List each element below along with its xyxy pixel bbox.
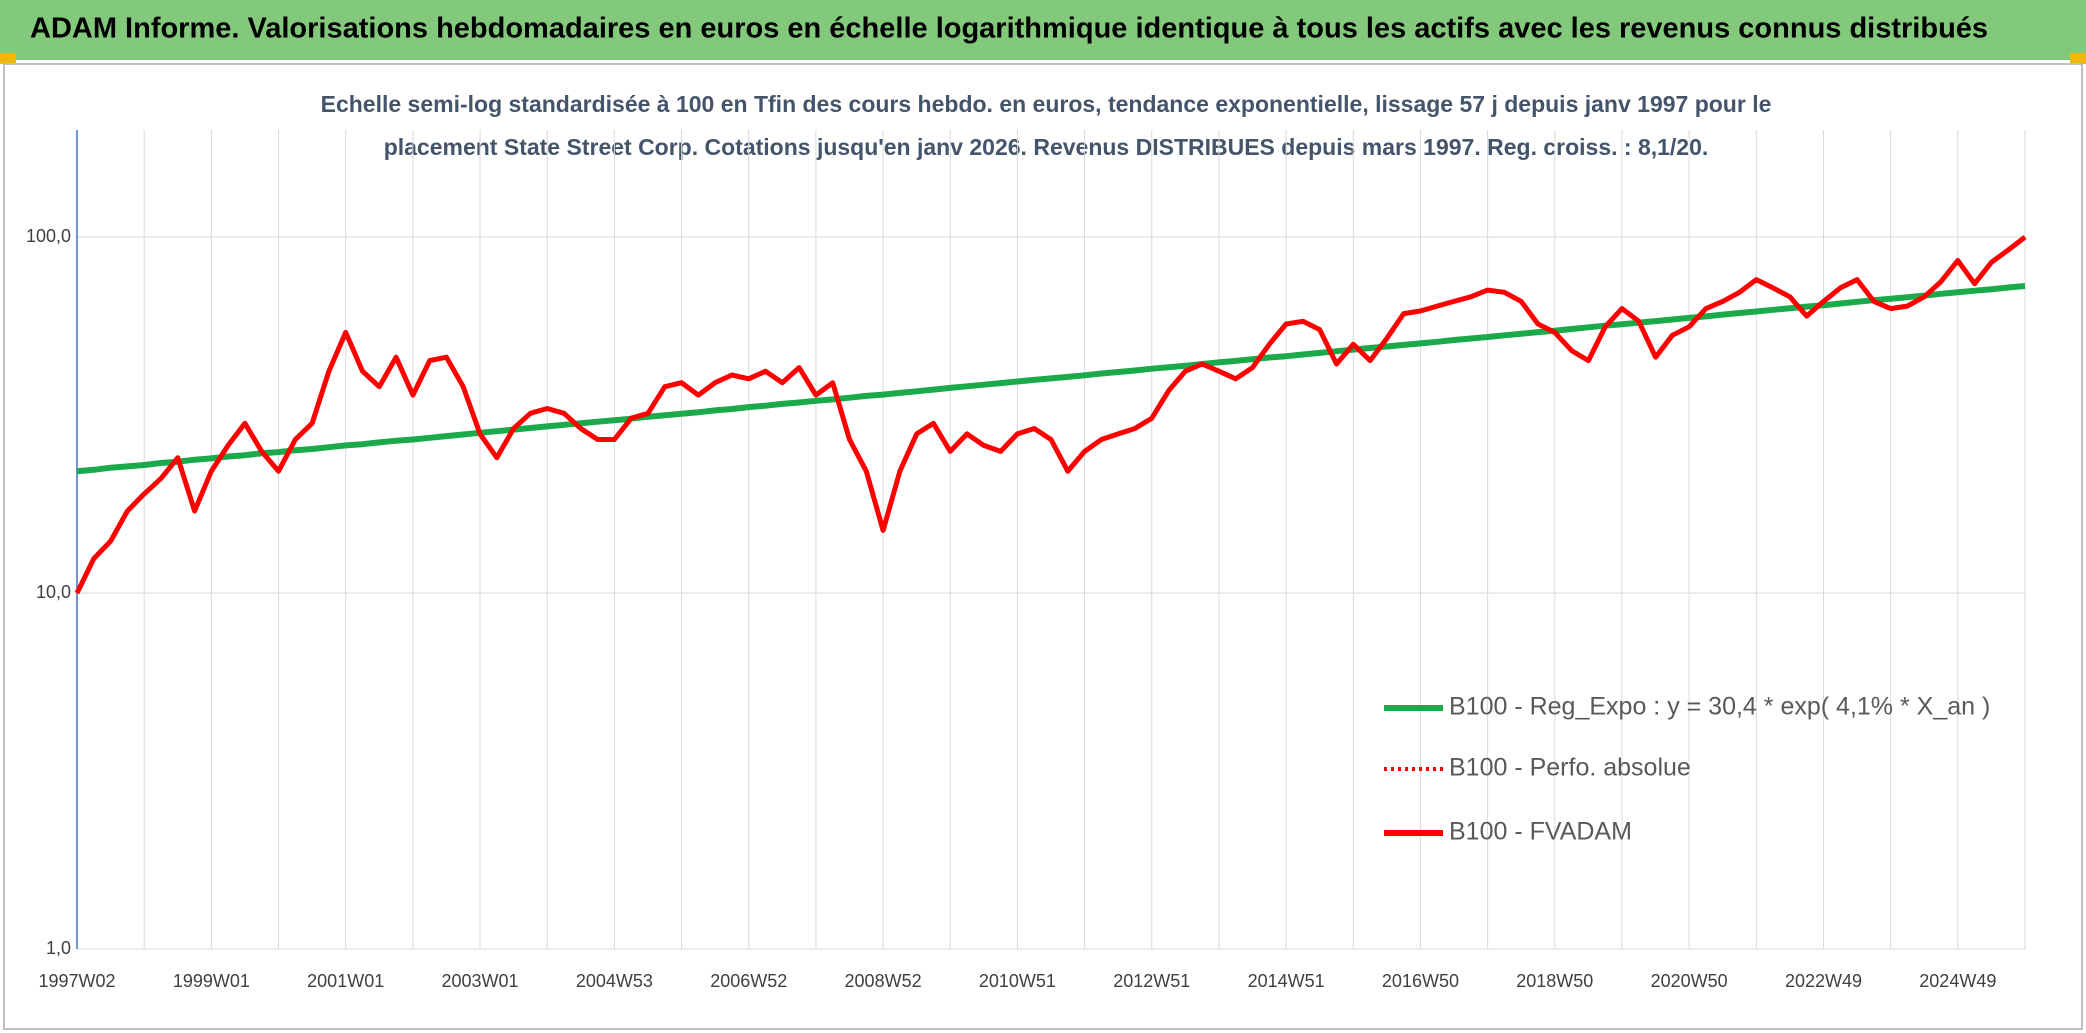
x-tick-label: 2014W51 [1248, 971, 1325, 991]
x-tick-label: 2001W01 [307, 971, 384, 991]
x-tick-label: 2016W50 [1382, 971, 1459, 991]
series-line [74, 235, 2027, 595]
x-tick-label: 2012W51 [1113, 971, 1190, 991]
legend-label: B100 - Perfo. absolue [1449, 754, 1691, 782]
y-tick-label: 100,0 [26, 226, 71, 246]
corner-mark [0, 53, 16, 64]
x-tick-label: 2020W50 [1651, 971, 1728, 991]
x-tick-label: 2006W52 [710, 971, 787, 991]
x-tick-label: 2022W49 [1785, 971, 1862, 991]
chart-subtitle: placement State Street Corp. Cotations j… [384, 134, 1709, 160]
header-bar [0, 0, 2086, 60]
x-tick-label: 1999W01 [173, 971, 250, 991]
frame [3, 63, 2083, 1030]
x-tick-label: 2008W52 [845, 971, 922, 991]
legend-label: B100 - FVADAM [1449, 818, 1632, 846]
x-tick-label: 2003W01 [442, 971, 519, 991]
corner-mark [2070, 53, 2086, 64]
y-tick-label: 1,0 [46, 938, 71, 958]
x-tick-label: 2010W51 [979, 971, 1056, 991]
page-title: ADAM Informe. Valorisations hebdomadaire… [30, 13, 1988, 45]
legend-label: B100 - Reg_Expo : y = 30,4 * exp( 4,1% *… [1449, 693, 1990, 721]
x-tick-label: 2004W53 [576, 971, 653, 991]
chart-subtitle: Echelle semi-log standardisée à 100 en T… [321, 91, 1772, 117]
x-tick-label: 1997W02 [38, 971, 115, 991]
x-tick-label: 2018W50 [1516, 971, 1593, 991]
x-tick-label: 2024W49 [1919, 971, 1996, 991]
y-tick-label: 10,0 [36, 582, 71, 602]
